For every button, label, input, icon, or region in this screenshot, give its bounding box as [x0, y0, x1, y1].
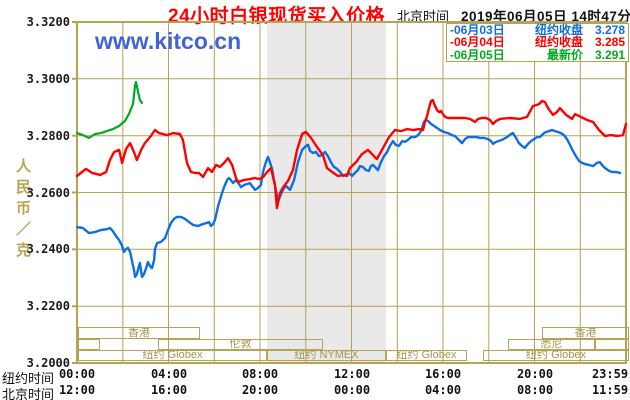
kitco-watermark: www.kitco.cn	[95, 28, 242, 54]
time-label-ny: 23:59	[591, 367, 629, 381]
legend-box: -06月03日 纽约收盘 3.278 -06月04日 纽约收盘 3.285 -06月05日最…	[446, 23, 629, 62]
session-label: 纽约 Globex	[526, 350, 586, 361]
time-label-ny: 12:00	[333, 367, 371, 381]
session-box-香港: 香港	[78, 327, 200, 339]
datetime-label: 2019年06月05日 14时47分	[461, 9, 630, 24]
legend-value: 3.285	[594, 35, 625, 50]
time-label-bj: 08:00	[516, 383, 554, 397]
session-label: 纽约 NYMEX	[294, 350, 359, 361]
y-axis-unit-label: 人民币／克	[14, 158, 31, 263]
legend-label: 最新价	[546, 47, 583, 62]
session-label: 纽约 Globex	[142, 350, 203, 361]
session-label: 伦敦	[229, 339, 252, 350]
session-box-香港: 香港	[542, 327, 629, 339]
legend-label: 纽约收盘	[534, 35, 583, 50]
y-axis-label: 3.2800	[26, 129, 70, 143]
session-label: 香港	[128, 327, 150, 339]
time-label-ny: 20:00	[516, 367, 554, 381]
time-label-ny: 08:00	[241, 367, 279, 381]
legend-date: -06月05日	[450, 47, 505, 62]
session-box-纽约 Globex: 纽约 Globex	[483, 350, 629, 361]
time-label-bj: 20:00	[241, 383, 279, 397]
legend-row: -06月05日 最新价 3.291	[450, 49, 625, 61]
time-label-ny: 04:00	[150, 367, 188, 381]
session-box	[595, 339, 629, 350]
y-axis-label: 3.2200	[26, 299, 70, 313]
legend-value: 3.278	[594, 23, 625, 38]
time-label-bj: 11:59	[591, 383, 629, 397]
legend-label: 纽约收盘	[534, 23, 583, 38]
session-label: 悉尼	[540, 339, 563, 350]
time-label-bj: 00:00	[333, 383, 371, 397]
legend-date: -06月04日	[450, 35, 505, 50]
legend-date: -06月03日	[450, 23, 505, 38]
y-axis-label: 3.2400	[26, 242, 70, 256]
time-label-bj: 16:00	[150, 383, 188, 397]
time-label-bj: 04:00	[424, 383, 462, 397]
price-line-jun03	[75, 118, 622, 279]
legend-row: -06月03日 纽约收盘 3.278	[450, 24, 625, 36]
y-axis-label: 3.2600	[26, 186, 70, 200]
legend-row: -06月04日 纽约收盘 3.285	[450, 36, 625, 48]
bj-time-row-label: 北京时间	[2, 387, 55, 400]
beijing-time-label: 北京时间	[397, 9, 450, 24]
session-box-纽约 Globex: 纽约 Globex	[386, 350, 467, 361]
time-label-ny: 00:00	[58, 367, 96, 381]
session-box-纽约 NYMEX: 纽约 NYMEX	[267, 350, 386, 361]
session-box-悉尼: 悉尼	[508, 339, 595, 350]
y-axis-label: 3.3000	[26, 72, 70, 86]
time-label-bj: 12:00	[58, 383, 96, 397]
y-axis-label: 3.2000	[26, 356, 70, 370]
session-label: 香港	[574, 327, 597, 339]
legend-value: 3.291	[594, 47, 625, 62]
session-box-伦敦: 伦敦	[158, 339, 323, 350]
y-axis-label: 3.3200	[26, 15, 70, 29]
price-line-jun05	[75, 80, 144, 139]
time-label-ny: 16:00	[424, 367, 462, 381]
session-box	[78, 339, 100, 350]
session-box-纽约 Globex: 纽约 Globex	[78, 350, 267, 361]
plot-border	[76, 21, 627, 364]
ny-time-row-label: 纽约时间	[2, 371, 55, 386]
price-line-jun04	[75, 98, 628, 210]
session-label: 纽约 Globex	[396, 350, 457, 361]
